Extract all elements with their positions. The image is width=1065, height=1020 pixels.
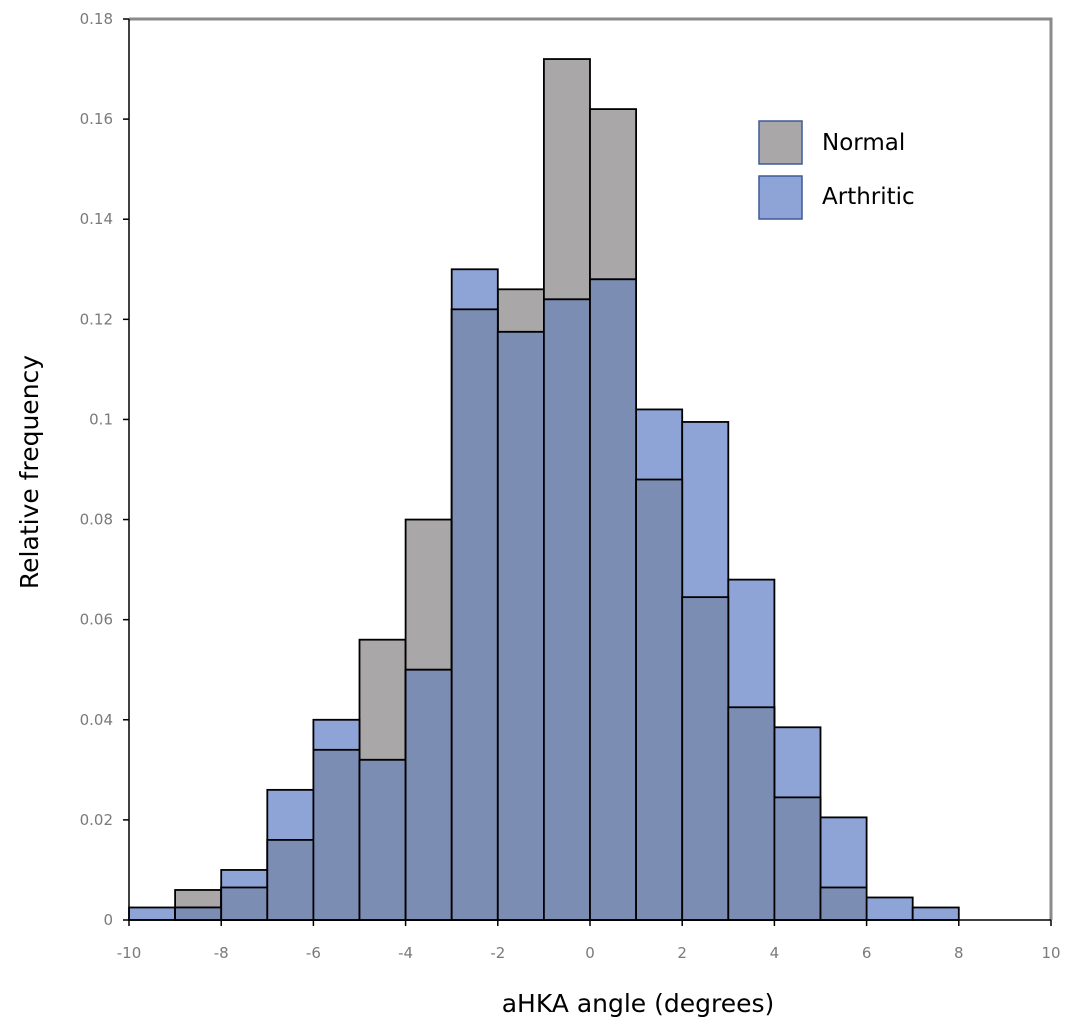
bar-overlap [773,796,822,921]
bar-overlap [681,596,730,921]
y-tick-label: 0.1 [89,410,113,428]
bar-overlap [312,748,361,921]
x-tick-label: 2 [677,944,687,962]
x-tick-label: -10 [117,944,142,962]
bar-overlap [404,668,453,921]
y-tick-label: 0.18 [80,10,113,28]
bar-arthritic [865,896,914,921]
bar-overlap [358,758,407,921]
x-tick-label: -2 [490,944,505,962]
bar-overlap [543,298,591,921]
bar-arthritic [128,906,176,921]
bar-overlap [496,330,545,921]
y-axis-ticks: 0 0.02 0.04 0.06 0.08 0.1 0.12 0.14 0.16 0.18 [80,10,129,929]
plot-border [129,17,1053,920]
x-tick-label: -6 [306,944,321,962]
bar-arthritic [911,906,960,921]
bar-overlap [819,886,868,921]
y-tick-label: 0.06 [80,611,113,629]
bar-overlap [220,886,269,921]
y-tick-label: 0.08 [80,511,113,529]
y-tick-label: 0.14 [80,210,113,228]
bar-overlap [266,839,315,921]
bar-overlap [635,478,684,921]
x-tick-label: -4 [398,944,413,962]
plot-frame [129,17,1053,920]
legend-swatch-normal [758,120,803,165]
y-tick-label: 0.02 [80,811,113,829]
legend-swatch-arthritic [758,175,803,220]
x-tick-label: 0 [585,944,595,962]
y-tick-label: 0 [103,911,113,929]
bar-overlap [727,706,776,921]
x-tick-label: 6 [862,944,872,962]
x-axis-title: aHKA angle (degrees) [502,989,775,1018]
x-tick-label: 8 [954,944,964,962]
legend: Normal Arthritic [758,120,915,220]
bar-overlap [589,278,637,921]
overlap-region [174,278,868,921]
legend-label-arthritic: Arthritic [822,184,915,210]
x-tick-label: 4 [770,944,780,962]
y-tick-label: 0.16 [80,110,113,128]
y-tick-label: 0.04 [80,711,113,729]
x-tick-label: -8 [214,944,229,962]
x-axis-ticks: -10 -8 -6 -4 -2 0 2 4 6 8 10 [117,920,1061,962]
y-tick-label: 0.12 [80,310,113,328]
bar-overlap [174,906,223,921]
legend-label-normal: Normal [822,130,905,156]
y-axis-title: Relative frequency [15,355,44,589]
x-tick-label: 10 [1041,944,1060,962]
bar-overlap [450,308,499,921]
